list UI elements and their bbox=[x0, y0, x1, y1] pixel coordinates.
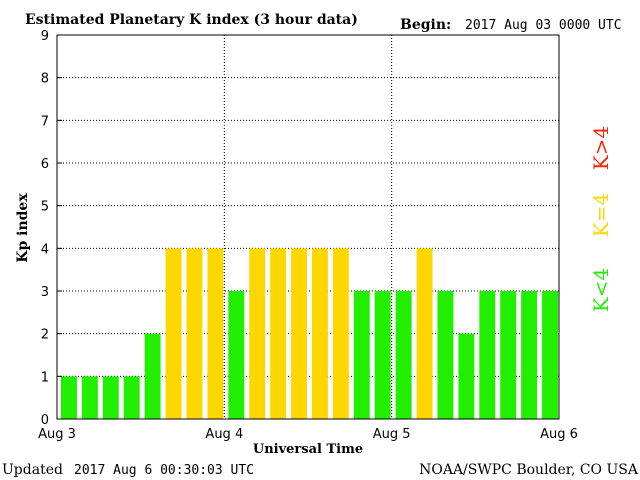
grid-lines bbox=[57, 34, 559, 419]
kp-bar bbox=[81, 376, 98, 419]
kp-bar bbox=[374, 291, 391, 419]
kp-bar bbox=[332, 248, 349, 419]
kp-bar bbox=[542, 291, 558, 419]
chart-title: Estimated Planetary K index (3 hour data… bbox=[25, 12, 358, 28]
kp-bar bbox=[270, 248, 287, 419]
kp-bar bbox=[61, 376, 77, 419]
x-tick-label: Aug 4 bbox=[205, 427, 243, 442]
kp-bar bbox=[123, 376, 140, 419]
y-axis-label: Kp index bbox=[15, 193, 31, 263]
kp-bar bbox=[249, 248, 266, 419]
kp-bar bbox=[500, 291, 517, 419]
kp-bar bbox=[165, 248, 182, 419]
y-tick-labels: 0 1 2 3 4 5 6 7 8 9 bbox=[41, 29, 62, 428]
x-tick-label: Aug 6 bbox=[540, 427, 578, 442]
y-tick-label: 7 bbox=[41, 114, 49, 129]
x-tick-labels: Aug 3 Aug 4 Aug 5 Aug 6 bbox=[38, 427, 578, 442]
y-tick-label: 9 bbox=[41, 29, 49, 44]
source-credit: NOAA/SWPC Boulder, CO USA bbox=[419, 462, 639, 478]
kp-bar bbox=[228, 291, 245, 419]
begin-value: 2017 Aug 03 0000 UTC bbox=[465, 18, 622, 33]
kp-bar bbox=[144, 333, 161, 419]
kp-bar bbox=[102, 376, 119, 419]
kp-bar bbox=[416, 248, 433, 419]
legend-high: K>4 bbox=[589, 126, 613, 170]
kp-bar bbox=[521, 291, 538, 419]
plot-frame bbox=[56, 34, 560, 420]
y-tick-label: 8 bbox=[41, 72, 49, 87]
legend-low: K<4 bbox=[589, 268, 613, 312]
x-tick-label: Aug 5 bbox=[373, 427, 411, 442]
begin-label: Begin: bbox=[400, 17, 451, 33]
updated-label: Updated bbox=[2, 462, 63, 478]
kp-bar bbox=[207, 248, 224, 419]
updated-value: 2017 Aug 6 00:30:03 UTC bbox=[74, 463, 254, 478]
y-tick-label: 6 bbox=[41, 157, 49, 172]
kp-bar bbox=[291, 248, 307, 419]
kp-bar bbox=[395, 291, 412, 419]
kp-bar bbox=[479, 291, 496, 419]
x-tick-label: Aug 3 bbox=[38, 427, 76, 442]
y-tick-label: 2 bbox=[41, 328, 49, 343]
kp-bar bbox=[353, 291, 370, 419]
kp-bar bbox=[186, 248, 203, 419]
legend-equal: K=4 bbox=[589, 193, 613, 237]
kp-bar bbox=[458, 333, 475, 419]
x-axis-label: Universal Time bbox=[253, 442, 363, 457]
y-tick-label: 4 bbox=[41, 242, 49, 257]
y-tick-label: 5 bbox=[41, 200, 49, 215]
kp-bar bbox=[437, 291, 454, 419]
kp-bar bbox=[312, 248, 328, 419]
bars-group bbox=[61, 248, 558, 419]
y-tick-label: 3 bbox=[41, 285, 49, 300]
y-tick-label: 0 bbox=[41, 413, 49, 428]
y-tick-label: 1 bbox=[41, 370, 49, 385]
